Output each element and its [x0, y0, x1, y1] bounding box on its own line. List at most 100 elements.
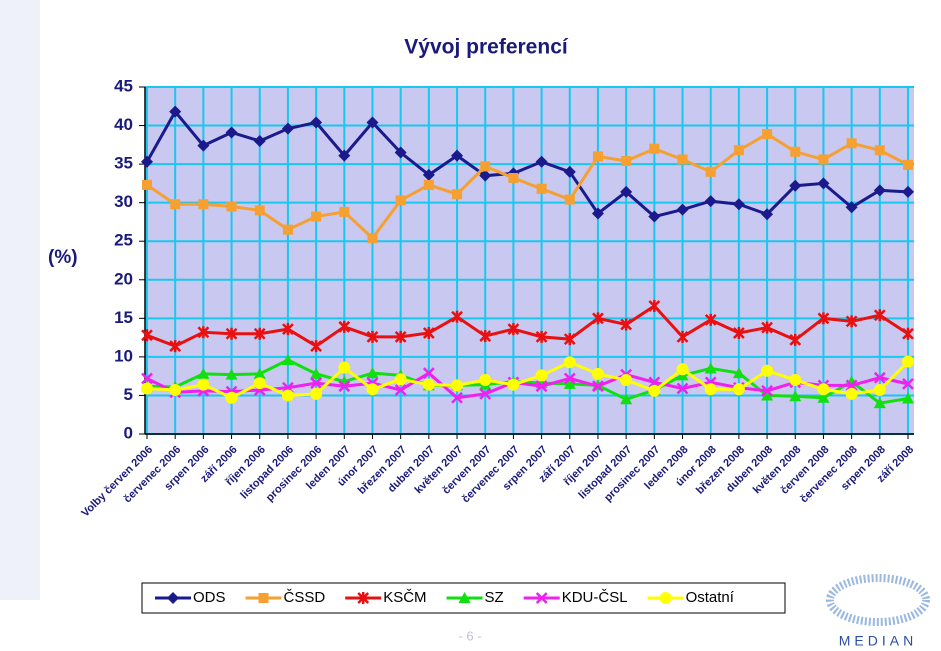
marker: [311, 211, 322, 222]
marker: [170, 199, 181, 210]
marker: [648, 384, 661, 397]
marker: [732, 367, 745, 379]
marker: [845, 201, 858, 214]
marker: [649, 143, 660, 154]
marker: [761, 389, 774, 401]
y-tick-label: 25: [114, 231, 133, 250]
marker: [873, 384, 886, 397]
marker: [704, 383, 717, 396]
marker: [592, 151, 603, 162]
marker: [225, 126, 238, 139]
marker: [339, 206, 350, 217]
series-line: [146, 358, 909, 405]
marker: [817, 312, 830, 325]
marker: [253, 377, 266, 390]
marker: [790, 146, 801, 157]
marker: [281, 389, 294, 402]
marker: [141, 329, 153, 342]
marker: [394, 373, 407, 386]
logo-shape: [826, 574, 930, 626]
series: [141, 105, 914, 223]
marker: [591, 367, 604, 380]
marker: [141, 155, 153, 168]
marker: [167, 592, 179, 604]
marker: [422, 367, 435, 379]
y-tick-label: 5: [124, 385, 133, 404]
marker: [281, 353, 294, 365]
marker: [761, 208, 774, 221]
marker: [817, 383, 830, 396]
marker: [704, 195, 717, 208]
marker: [564, 194, 575, 205]
y-tick-label: 0: [124, 423, 133, 442]
marker: [789, 333, 802, 346]
marker: [141, 372, 153, 385]
marker: [535, 369, 548, 382]
legend-label: ČSSD: [284, 589, 326, 606]
marker: [732, 383, 745, 396]
marker: [704, 313, 717, 326]
marker: [197, 326, 210, 339]
marker: [535, 380, 548, 393]
marker: [310, 377, 322, 389]
marker: [817, 177, 830, 190]
marker: [226, 201, 237, 212]
marker: [169, 384, 182, 397]
marker: [394, 330, 407, 343]
marker: [620, 393, 633, 405]
marker: [535, 592, 548, 604]
marker: [458, 592, 471, 603]
marker: [789, 374, 802, 387]
marker: [902, 355, 914, 368]
marker: [338, 149, 351, 162]
marker: [142, 179, 152, 190]
marker: [677, 154, 688, 165]
marker: [508, 172, 519, 183]
marker: [648, 376, 661, 389]
marker: [338, 361, 351, 374]
legend-label: KDU-ČSL: [562, 589, 628, 606]
marker: [732, 198, 745, 211]
marker: [761, 321, 773, 334]
marker: [789, 179, 802, 192]
marker: [563, 377, 576, 389]
series-line: [146, 304, 909, 348]
marker: [873, 309, 886, 322]
chart-title: Vývoj preferencí: [404, 36, 569, 59]
marker: [282, 323, 294, 336]
marker: [845, 315, 858, 328]
marker: [659, 592, 672, 604]
marker: [395, 195, 406, 206]
marker: [535, 330, 548, 343]
series-line: [146, 132, 909, 241]
marker: [366, 116, 379, 129]
marker: [258, 593, 269, 603]
marker: [282, 224, 293, 235]
marker: [366, 330, 379, 343]
legend-label: Ostatní: [686, 589, 735, 606]
marker: [225, 327, 238, 340]
marker: [451, 149, 464, 162]
marker: [902, 377, 914, 390]
marker: [592, 312, 604, 325]
marker: [818, 154, 829, 165]
marker: [197, 139, 210, 152]
marker: [253, 327, 266, 340]
y-tick-label: 45: [114, 76, 133, 95]
marker: [254, 205, 265, 216]
marker: [874, 145, 885, 156]
marker: [394, 384, 407, 396]
marker: [452, 189, 463, 200]
series-line: [145, 109, 909, 219]
marker: [705, 166, 716, 177]
marker: [535, 155, 548, 168]
marker: [451, 379, 464, 392]
marker: [338, 380, 351, 393]
marker: [873, 397, 886, 409]
marker: [422, 378, 435, 391]
marker: [253, 134, 266, 147]
marker: [310, 116, 323, 129]
marker: [310, 367, 323, 379]
marker: [648, 210, 661, 223]
marker: [197, 367, 210, 379]
